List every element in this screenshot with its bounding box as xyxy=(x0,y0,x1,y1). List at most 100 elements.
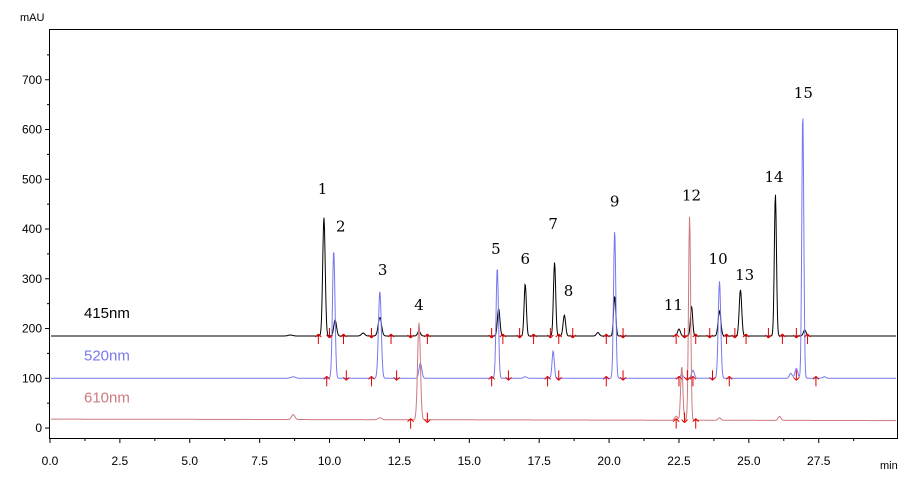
peak-label: 6 xyxy=(520,250,530,268)
integration-marker xyxy=(692,418,700,429)
y-tick-label: 400 xyxy=(22,222,42,236)
peak-label: 3 xyxy=(378,261,388,279)
integration-marker xyxy=(672,418,680,429)
x-tick-label: 0.0 xyxy=(42,454,59,468)
integration-marker xyxy=(323,375,331,387)
x-tick-label: 27.5 xyxy=(807,454,831,468)
integration-marker xyxy=(602,333,610,344)
integration-marker xyxy=(779,333,786,344)
integration-marker xyxy=(672,333,680,344)
integration-marker xyxy=(499,333,507,344)
integration-marker xyxy=(326,328,333,339)
peak-label: 9 xyxy=(610,193,620,211)
peak-label: 4 xyxy=(414,296,424,314)
integration-marker xyxy=(555,333,563,344)
peak-label: 10 xyxy=(709,250,728,268)
integration-marker xyxy=(424,333,431,344)
integration-marker xyxy=(742,333,750,344)
integration-marker xyxy=(731,328,739,339)
y-tick-label: 300 xyxy=(22,272,42,286)
integration-marker xyxy=(681,328,688,339)
integration-marker xyxy=(547,328,554,339)
integration-marker xyxy=(709,370,716,381)
integration-marker xyxy=(619,370,627,381)
x-tick-label: 20.0 xyxy=(597,454,621,468)
integration-marker xyxy=(804,333,811,344)
x-tick-label: 15.0 xyxy=(458,454,482,468)
integration-marker xyxy=(765,328,772,339)
integration-marker xyxy=(619,328,627,339)
traces xyxy=(51,118,896,422)
integration-marker xyxy=(505,370,512,381)
integration-marker xyxy=(488,328,496,339)
integration-marker xyxy=(368,328,375,339)
series-label-610nm: 610nm xyxy=(84,390,130,407)
peak-label: 15 xyxy=(794,84,813,102)
integration-marker xyxy=(706,328,714,339)
x-axis: 0.0 2.5 5.0 7.5 10.0 12.5 15.0 17.5 20.0 22.5 25.0… xyxy=(42,438,855,468)
peak-label: 13 xyxy=(735,266,754,284)
integration-marker xyxy=(393,370,400,381)
y-axis-unit: mAU xyxy=(20,12,45,24)
integration-marker xyxy=(340,333,347,344)
y-tick-label: 200 xyxy=(22,322,42,336)
integration-marker xyxy=(488,375,496,387)
integration-marker xyxy=(692,333,700,344)
x-tick-label: 2.5 xyxy=(112,454,129,468)
integration-marker xyxy=(544,375,551,387)
x-axis-unit: min xyxy=(880,460,898,472)
trace-415nm xyxy=(51,194,896,337)
series-label-520nm: 520nm xyxy=(84,347,130,364)
peak-label: 11 xyxy=(664,296,683,314)
integration-marker xyxy=(681,412,688,423)
peak-label: 7 xyxy=(548,215,558,233)
peak-label: 1 xyxy=(318,180,328,198)
y-axis: 0 100 200 300 400 500 600 700 xyxy=(22,54,50,435)
x-tick-label: 22.5 xyxy=(667,454,691,468)
integration-marker xyxy=(407,418,414,429)
x-tick-label: 7.5 xyxy=(251,454,268,468)
y-tick-label: 0 xyxy=(35,421,42,435)
peak-label: 5 xyxy=(491,240,501,258)
integration-marker xyxy=(793,370,800,381)
peak-label: 12 xyxy=(682,187,701,205)
integration-marker xyxy=(689,375,697,387)
integration-marker xyxy=(602,375,610,387)
y-tick-label: 500 xyxy=(22,172,42,186)
integration-marker xyxy=(793,328,800,339)
y-tick-label: 700 xyxy=(22,73,42,87)
integration-marker xyxy=(530,333,537,344)
integration-marker xyxy=(683,370,691,381)
x-tick-label: 25.0 xyxy=(737,454,761,468)
integration-marker xyxy=(315,333,322,344)
integration-marker xyxy=(342,370,350,381)
series-labels: 415nm 520nm 610nm xyxy=(84,305,130,407)
x-tick-label: 5.0 xyxy=(181,454,198,468)
x-tick-label: 12.5 xyxy=(388,454,412,468)
peak-label: 14 xyxy=(764,168,783,186)
integration-marker xyxy=(368,375,375,387)
integration-marker xyxy=(387,333,395,344)
peak-label: 8 xyxy=(564,282,574,300)
x-tick-label: 17.5 xyxy=(528,454,552,468)
integration-marker xyxy=(555,370,563,381)
integration-marker xyxy=(723,333,730,344)
y-tick-label: 100 xyxy=(22,371,42,385)
integration-markers xyxy=(315,328,820,429)
trace-520nm xyxy=(51,118,896,379)
integration-marker xyxy=(407,328,414,339)
integration-marker xyxy=(424,412,431,423)
integration-marker xyxy=(725,375,733,387)
trace-610nm xyxy=(51,216,896,422)
y-tick-label: 600 xyxy=(22,123,42,137)
integration-marker xyxy=(812,375,820,387)
series-label-415nm: 415nm xyxy=(84,305,130,322)
integration-marker xyxy=(569,328,577,339)
peak-label: 2 xyxy=(336,218,346,236)
integration-marker xyxy=(675,375,683,387)
x-tick-label: 10.0 xyxy=(318,454,342,468)
integration-marker xyxy=(516,328,523,339)
plot-frame xyxy=(49,29,898,439)
